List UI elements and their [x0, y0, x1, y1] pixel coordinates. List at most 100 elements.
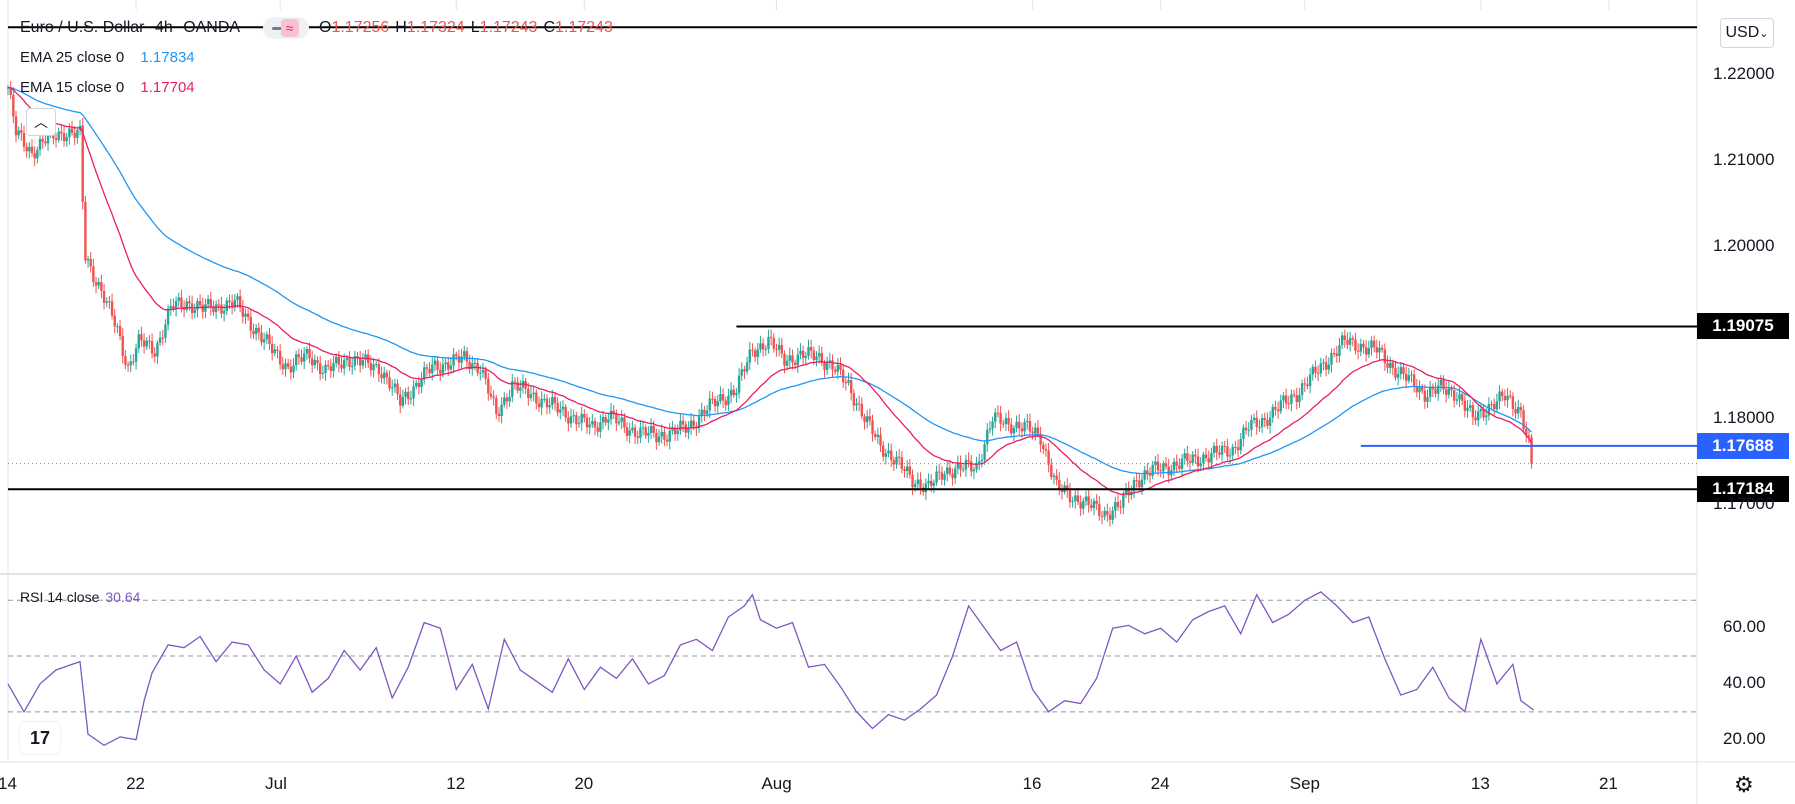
candle-body: [1010, 424, 1013, 434]
candle-body: [759, 343, 762, 350]
candle-body: [129, 361, 132, 366]
candle: [1354, 332, 1357, 355]
candle: [604, 414, 607, 426]
candle-body: [761, 343, 765, 350]
candle: [249, 309, 253, 339]
candle-body: [246, 313, 250, 318]
candle: [1132, 476, 1136, 499]
candle-body: [417, 382, 421, 388]
candle: [62, 125, 66, 147]
candle-body: [1215, 445, 1218, 453]
candle-body: [12, 94, 15, 117]
candle-body: [313, 360, 317, 366]
candle-body: [1287, 403, 1290, 405]
ema15-legend[interactable]: EMA 15 close 0 1.17704: [20, 79, 201, 96]
candle: [903, 466, 906, 478]
candle-body: [1404, 373, 1408, 381]
candle-body: [348, 357, 351, 368]
candle-body: [252, 330, 255, 335]
symbol-name[interactable]: Euro / U.S. Dollar: [20, 19, 145, 37]
candle: [911, 469, 914, 495]
candle-body: [121, 336, 124, 356]
interval-label[interactable]: 4h: [154, 19, 173, 37]
gear-icon[interactable]: ⚙: [1734, 772, 1754, 797]
candle: [1474, 410, 1477, 426]
candle-body: [500, 404, 503, 417]
collapse-legend-button[interactable]: ︿: [26, 108, 56, 136]
candle: [65, 132, 68, 147]
candle-body: [132, 361, 135, 363]
candle: [596, 421, 599, 437]
candle-body: [932, 482, 936, 486]
rsi-legend[interactable]: RSI 14 close 30.64: [20, 589, 140, 605]
candle-body: [1348, 338, 1352, 345]
candle: [631, 420, 634, 434]
candle: [1338, 337, 1341, 363]
candle: [887, 443, 890, 458]
candle-body: [1162, 463, 1165, 472]
candle: [1207, 450, 1210, 470]
candle-body: [946, 467, 949, 475]
candle: [927, 473, 930, 489]
candle: [150, 333, 154, 359]
candle: [28, 141, 31, 159]
ohlc-key: O: [319, 19, 332, 37]
candle: [1356, 343, 1360, 360]
candle-body: [914, 484, 917, 488]
candle: [1172, 457, 1176, 477]
ema25-label: EMA 25 close 0: [20, 49, 125, 66]
candle: [100, 274, 103, 299]
candle: [1415, 379, 1419, 398]
candle-body: [1015, 421, 1018, 428]
candle-body: [620, 417, 623, 422]
candle: [1103, 506, 1106, 521]
price-tick-label: 1.21000: [1713, 149, 1775, 169]
chevron-down-icon: ⌄: [1759, 28, 1769, 40]
candle: [1431, 383, 1435, 398]
candle: [1404, 366, 1408, 389]
candle-body: [1143, 470, 1146, 480]
candle: [142, 333, 146, 354]
candle-body: [1082, 500, 1085, 509]
candle-body: [1108, 514, 1112, 520]
candle-body: [1356, 350, 1360, 352]
candle-body: [113, 315, 116, 327]
candle-body: [254, 327, 258, 335]
candle: [994, 408, 997, 429]
candle-body: [1199, 463, 1202, 467]
indicator-toggle-button[interactable]: ≈: [262, 17, 309, 39]
candle-body: [951, 473, 954, 479]
candle-body: [732, 389, 735, 396]
candle: [212, 300, 215, 316]
candle-body: [537, 403, 541, 408]
candle: [364, 350, 367, 368]
currency-select[interactable]: USD⌄: [1720, 18, 1774, 48]
candle-body: [1220, 445, 1224, 455]
tradingview-logo[interactable]: 17: [20, 722, 60, 754]
candle: [1314, 360, 1317, 378]
candle-body: [257, 327, 261, 333]
candle-body: [1167, 466, 1170, 476]
candle: [751, 343, 754, 357]
candle-body: [297, 354, 301, 358]
ema25-legend[interactable]: EMA 25 close 0 1.17834: [20, 49, 201, 66]
candle-body: [1268, 417, 1272, 426]
candle-body: [1042, 444, 1045, 450]
candle-body: [481, 369, 485, 373]
candle-body: [1226, 446, 1229, 457]
candle: [932, 479, 936, 494]
candle: [687, 421, 690, 440]
candle-body: [1471, 405, 1475, 418]
candle-body: [1028, 420, 1032, 432]
candle-body: [1332, 353, 1336, 355]
candle: [777, 337, 781, 357]
candle-body: [1023, 421, 1026, 432]
candle: [214, 300, 218, 319]
candle: [1071, 496, 1074, 508]
candle: [118, 319, 122, 341]
candle: [1335, 345, 1338, 363]
candle: [497, 407, 501, 422]
candle: [1026, 413, 1029, 430]
candle-body: [519, 387, 522, 391]
